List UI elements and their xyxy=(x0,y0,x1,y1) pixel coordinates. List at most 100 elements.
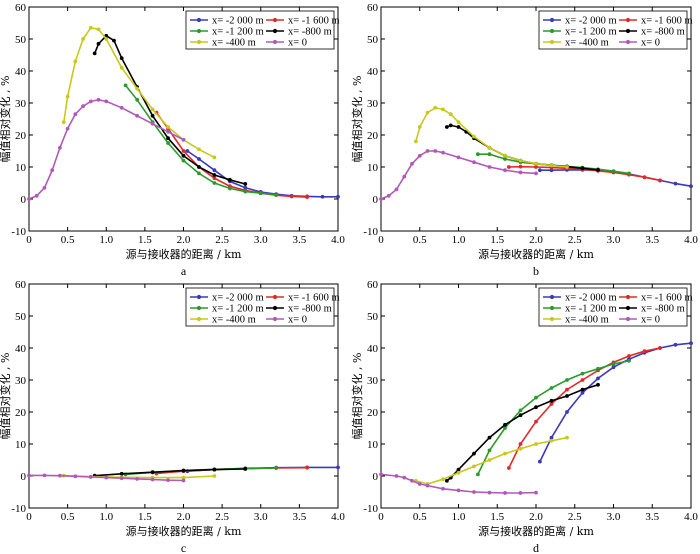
data-point xyxy=(243,467,248,471)
data-point xyxy=(441,107,445,112)
legend-label: x= -800 m xyxy=(641,304,685,315)
data-point xyxy=(166,125,170,129)
data-point xyxy=(658,346,662,350)
data-point xyxy=(150,121,155,126)
series-4 xyxy=(413,105,569,169)
legend-entry: x= -1 200 m xyxy=(543,27,617,38)
legend-entry: x= -1 600 m xyxy=(266,293,340,304)
series-0 xyxy=(537,341,693,464)
legend-swatch-dot xyxy=(272,39,278,45)
y-axis-label: 幅值相对变化 , % xyxy=(0,353,12,440)
data-point xyxy=(456,125,461,129)
data-point xyxy=(611,362,616,366)
data-point xyxy=(503,451,507,456)
data-point xyxy=(425,483,430,488)
data-point xyxy=(503,422,507,427)
legend-swatch-dot xyxy=(625,28,631,34)
legend-swatch-dot xyxy=(196,17,202,23)
data-point xyxy=(274,192,279,197)
x-tick-label: 1.5 xyxy=(138,511,152,523)
legend-entry: x= -1 200 m xyxy=(190,304,264,315)
x-tick-label: 2.5 xyxy=(215,511,229,523)
y-tick-label: 60 xyxy=(367,279,379,291)
x-tick-label: 1.0 xyxy=(99,511,113,523)
series-4 xyxy=(413,435,569,486)
legend-label: x= -1 200 m xyxy=(212,27,264,38)
legend-box xyxy=(538,10,688,50)
panel-label: a xyxy=(181,264,187,278)
data-point xyxy=(181,468,186,473)
data-point xyxy=(336,465,340,470)
legend-box xyxy=(538,287,688,327)
data-point xyxy=(580,390,585,395)
series-3 xyxy=(444,382,600,483)
data-point xyxy=(441,477,445,482)
y-tick-label: 20 xyxy=(367,407,379,419)
data-point xyxy=(413,139,418,144)
data-point xyxy=(119,56,124,61)
legend-swatch-dot xyxy=(196,294,202,300)
data-point xyxy=(181,149,186,153)
y-tick-label: -10 xyxy=(363,503,378,515)
data-point xyxy=(81,37,85,41)
data-point xyxy=(673,342,678,347)
legend-entry: x= -2 000 m xyxy=(543,16,617,27)
data-point xyxy=(456,120,461,125)
data-point xyxy=(150,113,155,118)
legend-swatch-dot xyxy=(196,305,202,311)
data-point xyxy=(433,105,438,110)
x-tick-label: 3.0 xyxy=(607,511,621,523)
data-point xyxy=(444,478,449,483)
data-point xyxy=(119,476,124,481)
legend-entry: x= -1 600 m xyxy=(619,16,693,27)
data-point xyxy=(475,152,480,157)
data-point xyxy=(394,187,399,192)
data-point xyxy=(336,194,340,199)
data-point xyxy=(305,465,309,470)
legend-label: x= -800 m xyxy=(288,304,332,315)
legend-label: x= -800 m xyxy=(288,27,332,38)
data-point xyxy=(565,165,569,169)
legend-label: x= 0 xyxy=(641,38,660,49)
legend-entry: x= 0 xyxy=(619,315,660,326)
legend-label: x= 0 xyxy=(288,315,307,326)
data-point xyxy=(150,470,155,475)
series-5 xyxy=(27,97,186,201)
data-point xyxy=(611,365,616,370)
data-point xyxy=(417,482,422,486)
x-tick-label: 3.5 xyxy=(645,234,659,246)
data-point xyxy=(73,59,78,64)
data-point xyxy=(166,136,170,141)
x-tick-label: 0.5 xyxy=(413,234,427,246)
data-point xyxy=(534,171,538,176)
legend-swatch-dot xyxy=(549,28,555,34)
panel-label: c xyxy=(181,541,186,554)
data-point xyxy=(34,193,39,198)
data-point xyxy=(549,386,554,390)
x-tick-label: 1.0 xyxy=(452,511,466,523)
legend-label: x= -1 600 m xyxy=(288,16,340,27)
legend-entry: x= -1 200 m xyxy=(190,27,264,38)
data-point xyxy=(518,413,523,418)
data-point xyxy=(243,189,248,194)
x-tick-label: 0 xyxy=(378,511,384,523)
y-tick-label: -10 xyxy=(11,503,26,515)
series-5 xyxy=(379,149,538,201)
y-axis-label: 幅值相对变化 , % xyxy=(350,76,364,163)
x-tick-label: 1.0 xyxy=(452,234,466,246)
legend-entry: x= -2 000 m xyxy=(543,293,617,304)
data-point xyxy=(487,448,492,453)
series-1 xyxy=(506,346,662,470)
data-point xyxy=(472,160,476,165)
legend-swatch-dot xyxy=(625,17,631,23)
x-tick-label: 2.0 xyxy=(529,234,543,246)
data-point xyxy=(627,171,631,176)
data-point xyxy=(50,168,55,173)
data-point xyxy=(596,382,600,387)
data-point xyxy=(289,194,294,199)
data-point xyxy=(642,175,647,180)
data-point xyxy=(135,97,140,102)
legend-swatch-dot xyxy=(549,294,555,300)
legend-entry: x= -400 m xyxy=(190,315,256,326)
